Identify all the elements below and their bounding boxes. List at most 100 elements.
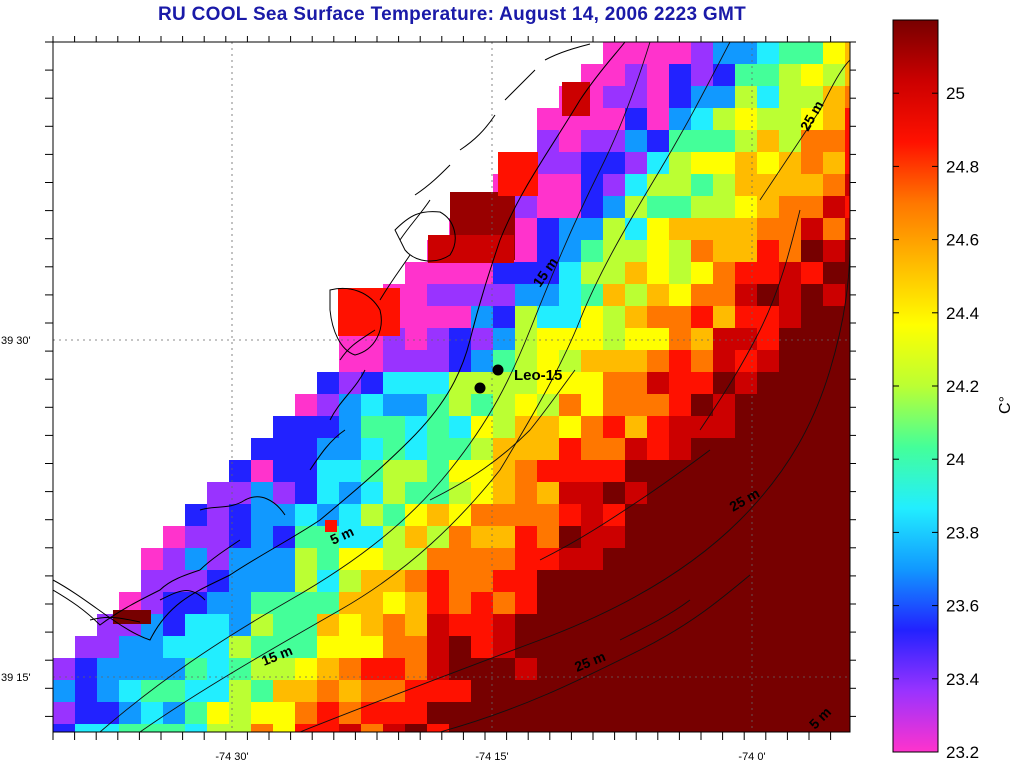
sst-cell: [559, 482, 582, 505]
sst-cell: [691, 460, 714, 483]
sst-cell: [691, 218, 714, 241]
sst-cell: [537, 394, 560, 417]
sst-cell: [669, 372, 692, 395]
sst-cell: [669, 438, 692, 461]
sst-cell: [295, 636, 318, 659]
sst-cell: [537, 350, 560, 373]
sst-cell: [691, 306, 714, 329]
sst-cell: [823, 42, 846, 65]
sst-cell: [493, 680, 516, 703]
sst-cell: [581, 680, 604, 703]
sst-cell: [493, 460, 516, 483]
sst-cell: [251, 724, 274, 732]
sst-bay-patch: [325, 520, 337, 532]
sst-cell: [405, 372, 428, 395]
sst-cell: [603, 636, 626, 659]
sst-cell: [691, 284, 714, 307]
sst-cell: [823, 108, 846, 131]
sst-cell: [229, 570, 252, 593]
sst-cell: [581, 504, 604, 527]
sst-cell: [273, 438, 296, 461]
sst-cell: [339, 724, 362, 732]
sst-cell: [713, 460, 736, 483]
sst-cell: [823, 306, 846, 329]
sst-cell: [471, 394, 494, 417]
sst-cell: [823, 614, 846, 637]
sst-cell: [757, 460, 780, 483]
sst-cell: [449, 438, 472, 461]
sst-cell: [493, 702, 516, 725]
sst-cell: [537, 724, 560, 732]
sst-cell: [581, 570, 604, 593]
sst-cell: [647, 438, 670, 461]
sst-cell: [251, 680, 274, 703]
sst-cell: [515, 284, 538, 307]
sst-cell: [779, 394, 802, 417]
sst-cell: [251, 592, 274, 615]
sst-cell: [559, 284, 582, 307]
sst-cell: [449, 702, 472, 725]
sst-cell: [471, 504, 494, 527]
sst-cell: [669, 240, 692, 263]
sst-cell: [735, 526, 758, 549]
sst-cell: [97, 702, 120, 725]
sst-cell: [713, 636, 736, 659]
sst-cell: [691, 372, 714, 395]
sst-cell: [163, 702, 186, 725]
sst-cell: [779, 86, 802, 109]
sst-cell: [823, 262, 846, 285]
sst-cell: [493, 416, 516, 439]
sst-cell: [713, 658, 736, 681]
sst-cell: [361, 460, 384, 483]
sst-cell: [229, 724, 252, 732]
sst-cell: [691, 658, 714, 681]
sst-cell: [537, 130, 560, 153]
sst-cell: [361, 394, 384, 417]
sst-cell: [757, 42, 780, 65]
sst-cell: [757, 482, 780, 505]
sst-cell: [537, 482, 560, 505]
sst-cell: [603, 570, 626, 593]
sst-cell: [493, 372, 516, 395]
sst-cell: [691, 526, 714, 549]
sst-cell: [317, 570, 340, 593]
sst-cell: [471, 438, 494, 461]
sst-cell: [779, 218, 802, 241]
sst-cell: [361, 570, 384, 593]
sst-cell: [603, 240, 626, 263]
sst-cell: [471, 460, 494, 483]
sst-cell: [537, 636, 560, 659]
sst-cell: [163, 570, 186, 593]
sst-bay-patch: [428, 235, 514, 263]
sst-cell: [713, 614, 736, 637]
sst-cell: [383, 570, 406, 593]
sst-cell: [449, 680, 472, 703]
sst-cell: [581, 372, 604, 395]
sst-cell: [845, 416, 850, 439]
sst-cell: [537, 504, 560, 527]
sst-cell: [383, 592, 406, 615]
colorbar-tick-label: 23.4: [946, 670, 979, 689]
sst-cell: [559, 350, 582, 373]
sst-cell: [625, 262, 648, 285]
sst-cell: [427, 504, 450, 527]
sst-cell: [339, 702, 362, 725]
sst-cell: [339, 416, 362, 439]
sst-cell: [779, 174, 802, 197]
sst-cell: [559, 416, 582, 439]
sst-cell: [603, 350, 626, 373]
sst-cell: [757, 284, 780, 307]
sst-cell: [361, 548, 384, 571]
sst-cell: [669, 394, 692, 417]
sst-cell: [603, 504, 626, 527]
sst-cell: [515, 372, 538, 395]
colorbar-tick-label: 23.2: [946, 743, 979, 762]
sst-cell: [295, 570, 318, 593]
sst-cell: [361, 438, 384, 461]
sst-cell: [295, 592, 318, 615]
sst-cell: [361, 526, 384, 549]
sst-cell: [779, 482, 802, 505]
sst-cell: [603, 306, 626, 329]
sst-cell: [317, 724, 340, 732]
sst-cell: [251, 460, 274, 483]
